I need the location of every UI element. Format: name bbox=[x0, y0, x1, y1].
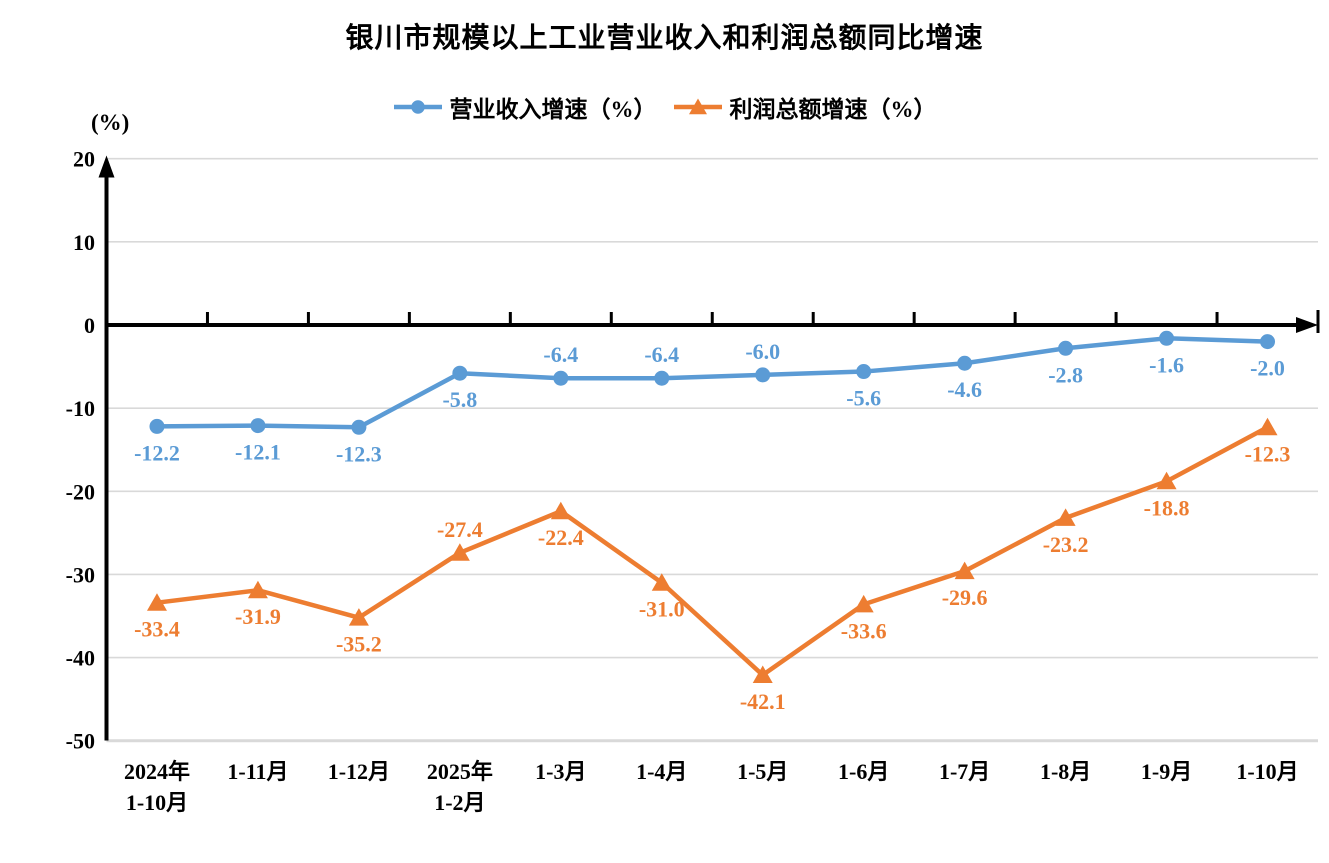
chart-title: 银川市规模以上工业营业收入和利润总额同比增速 bbox=[345, 23, 984, 54]
x-axis-category-label: 1-4月 bbox=[636, 759, 687, 784]
x-axis-category-label: 1-10月 bbox=[126, 790, 188, 815]
y-axis-arrow bbox=[98, 155, 115, 178]
data-point-label: -1.6 bbox=[1149, 352, 1184, 377]
data-point-marker bbox=[348, 608, 369, 626]
data-point-marker bbox=[1260, 334, 1276, 350]
y-axis-tick-label: -40 bbox=[66, 646, 95, 671]
data-point-marker bbox=[957, 355, 973, 371]
legend: 营业收入增速（%） 利润总额增速（%） bbox=[0, 90, 1329, 124]
data-point-label: -5.6 bbox=[846, 386, 881, 411]
x-axis-category-label: 2024年 bbox=[124, 759, 190, 784]
y-axis-tick-label: 20 bbox=[73, 147, 95, 172]
data-point-marker bbox=[1156, 471, 1177, 490]
legend-label-profit: 利润总额增速（%） bbox=[729, 97, 937, 122]
data-point-label: -29.6 bbox=[942, 585, 988, 610]
data-point-marker bbox=[755, 367, 771, 383]
data-point-marker bbox=[954, 561, 975, 580]
data-point-marker bbox=[856, 364, 872, 380]
data-point-marker bbox=[1257, 417, 1278, 436]
legend-marker bbox=[688, 98, 707, 115]
line-circle-marker-icon bbox=[393, 100, 442, 114]
y-axis-tick-label: -20 bbox=[66, 479, 95, 504]
data-point-marker bbox=[553, 370, 569, 386]
series-line bbox=[154, 336, 1270, 430]
data-point-marker bbox=[752, 665, 773, 684]
series-1: -33.4 -31.9 -35.2 -27.4 -22.4 -31.0 -42.1 -33.6… bbox=[134, 417, 1291, 714]
data-point-label: -31.0 bbox=[639, 597, 685, 622]
data-point-label: -2.0 bbox=[1250, 356, 1285, 381]
data-point-label: -33.4 bbox=[134, 617, 180, 642]
data-point-label: -18.8 bbox=[1144, 495, 1190, 520]
x-axis-category-label: 1-12月 bbox=[328, 759, 390, 784]
x-axis-category-label: 1-5月 bbox=[737, 759, 788, 784]
x-axis-category-label: 1-11月 bbox=[227, 759, 288, 784]
line-triangle-marker-icon bbox=[673, 98, 722, 115]
data-point-label: -12.1 bbox=[235, 440, 281, 465]
data-point-label: -33.6 bbox=[841, 618, 887, 643]
series-line bbox=[154, 425, 1270, 678]
series-0: -12.2 -12.1 -12.3 -5.8 -6.4 -6.4 -6.0 -5.6 -4.6 -… bbox=[134, 330, 1285, 466]
legend-label-revenue: 营业收入增速（%） bbox=[449, 97, 657, 122]
data-point-marker bbox=[146, 593, 167, 611]
data-point-label: -22.4 bbox=[538, 525, 584, 550]
data-point-label: -35.2 bbox=[336, 632, 382, 657]
data-point-marker bbox=[149, 418, 165, 434]
data-point-label: -12.3 bbox=[336, 441, 382, 466]
y-axis-tick-label: 0 bbox=[84, 313, 95, 338]
data-point-marker bbox=[247, 580, 268, 599]
x-axis-category-label: 1-6月 bbox=[838, 759, 889, 784]
data-point-label: -2.8 bbox=[1048, 362, 1083, 387]
x-axis-category-label: 2025年 bbox=[427, 759, 493, 784]
data-point-label: -12.2 bbox=[134, 440, 180, 465]
x-axis-category-label: 1-2月 bbox=[434, 790, 485, 815]
data-point-marker bbox=[1159, 330, 1175, 346]
data-point-label: -6.4 bbox=[644, 342, 679, 367]
data-point-marker bbox=[250, 418, 266, 434]
x-axis-category-label: 1-9月 bbox=[1141, 759, 1192, 784]
data-point-marker bbox=[1055, 508, 1076, 526]
data-point-label: -31.9 bbox=[235, 604, 281, 629]
legend-marker bbox=[410, 100, 425, 114]
data-point-marker bbox=[853, 594, 874, 613]
x-axis-arrow bbox=[1296, 317, 1318, 333]
legend-item-profit: 利润总额增速（%） bbox=[673, 90, 937, 124]
y-axis-tick-label: 10 bbox=[73, 230, 95, 255]
data-point-label: -42.1 bbox=[740, 689, 786, 714]
data-point-marker bbox=[351, 419, 367, 435]
data-point-label: -12.3 bbox=[1245, 441, 1291, 466]
data-point-marker bbox=[449, 543, 470, 561]
data-point-label: -6.4 bbox=[543, 342, 578, 367]
data-point-label: -6.0 bbox=[745, 339, 780, 364]
legend-item-revenue: 营业收入增速（%） bbox=[393, 90, 657, 124]
x-axis-category-label: 1-7月 bbox=[939, 759, 990, 784]
y-axis-tick-label: -10 bbox=[66, 396, 95, 421]
x-axis-category-label: 1-8月 bbox=[1040, 759, 1091, 784]
data-point-marker bbox=[452, 365, 468, 381]
data-point-marker bbox=[550, 501, 571, 520]
data-point-marker bbox=[1058, 340, 1074, 356]
data-point-label: -27.4 bbox=[437, 517, 483, 542]
y-axis-tick-label: -50 bbox=[66, 729, 95, 754]
data-point-marker bbox=[651, 573, 672, 591]
x-axis-category-label: 1-3月 bbox=[535, 759, 586, 784]
data-point-label: -4.6 bbox=[947, 377, 982, 402]
x-axis-category-label: 1-10月 bbox=[1236, 759, 1298, 784]
y-axis-unit-label: (%) bbox=[91, 110, 130, 135]
y-axis-tick-label: -30 bbox=[66, 562, 95, 587]
data-point-label: -23.2 bbox=[1043, 532, 1089, 557]
data-point-label: -5.8 bbox=[442, 387, 477, 412]
data-point-marker bbox=[654, 370, 670, 386]
